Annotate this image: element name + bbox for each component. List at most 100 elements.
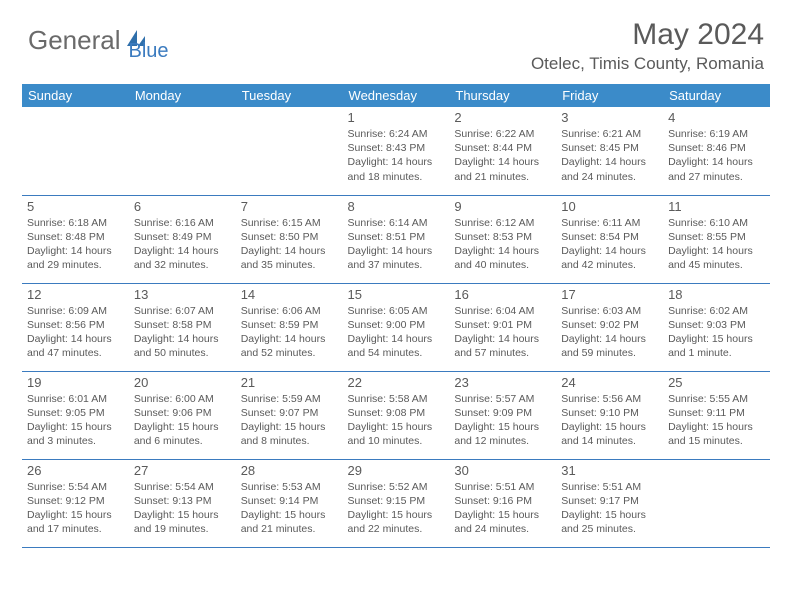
sunrise-text: Sunrise: 5:54 AM xyxy=(134,480,231,494)
day-cell: 6 Sunrise: 6:16 AMSunset: 8:49 PMDaylight… xyxy=(129,195,236,283)
day-cell: 15Sunrise: 6:05 AMSunset: 9:00 PMDayligh… xyxy=(343,283,450,371)
day-info: Sunrise: 6:07 AMSunset: 8:58 PMDaylight:… xyxy=(134,304,231,361)
daylight-text: Daylight: 15 hours and 15 minutes. xyxy=(668,420,765,448)
sunrise-text: Sunrise: 5:51 AM xyxy=(454,480,551,494)
daylight-text: Daylight: 15 hours and 12 minutes. xyxy=(454,420,551,448)
sunset-text: Sunset: 9:10 PM xyxy=(561,406,658,420)
sunrise-text: Sunrise: 6:16 AM xyxy=(134,216,231,230)
sunrise-text: Sunrise: 6:11 AM xyxy=(561,216,658,230)
day-info: Sunrise: 6:12 AMSunset: 8:53 PMDaylight:… xyxy=(454,216,551,273)
dow-header: Monday xyxy=(129,84,236,107)
sunset-text: Sunset: 9:08 PM xyxy=(348,406,445,420)
day-cell: 21Sunrise: 5:59 AMSunset: 9:07 PMDayligh… xyxy=(236,371,343,459)
location: Otelec, Timis County, Romania xyxy=(531,54,764,74)
day-number: 11 xyxy=(668,199,765,214)
sunrise-text: Sunrise: 6:21 AM xyxy=(561,127,658,141)
day-cell: 26Sunrise: 5:54 AMSunset: 9:12 PMDayligh… xyxy=(22,459,129,547)
sunset-text: Sunset: 9:16 PM xyxy=(454,494,551,508)
daylight-text: Daylight: 14 hours and 40 minutes. xyxy=(454,244,551,272)
day-cell: 10Sunrise: 6:11 AMSunset: 8:54 PMDayligh… xyxy=(556,195,663,283)
sunset-text: Sunset: 9:06 PM xyxy=(134,406,231,420)
day-number: 6 xyxy=(134,199,231,214)
day-cell: 7Sunrise: 6:15 AMSunset: 8:50 PMDaylight… xyxy=(236,195,343,283)
sunset-text: Sunset: 8:58 PM xyxy=(134,318,231,332)
day-number: 29 xyxy=(348,463,445,478)
sunset-text: Sunset: 8:48 PM xyxy=(27,230,124,244)
day-info: Sunrise: 5:54 AMSunset: 9:13 PMDaylight:… xyxy=(134,480,231,537)
day-cell: 13 Sunrise: 6:07 AMSunset: 8:58 PMDayligh… xyxy=(129,283,236,371)
sunrise-text: Sunrise: 6:09 AM xyxy=(27,304,124,318)
sunrise-text: Sunrise: 6:18 AM xyxy=(27,216,124,230)
day-info: Sunrise: 5:51 AMSunset: 9:17 PMDaylight:… xyxy=(561,480,658,537)
day-info: Sunrise: 6:01 AMSunset: 9:05 PMDaylight:… xyxy=(27,392,124,449)
day-number: 4 xyxy=(668,110,765,125)
calendar-table: SundayMondayTuesdayWednesdayThursdayFrid… xyxy=(22,84,770,548)
sunrise-text: Sunrise: 6:12 AM xyxy=(454,216,551,230)
sunrise-text: Sunrise: 6:04 AM xyxy=(454,304,551,318)
day-info: Sunrise: 6:00 AMSunset: 9:06 PMDaylight:… xyxy=(134,392,231,449)
daylight-text: Daylight: 15 hours and 14 minutes. xyxy=(561,420,658,448)
day-number: 13 xyxy=(134,287,231,302)
sunrise-text: Sunrise: 6:01 AM xyxy=(27,392,124,406)
day-number: 22 xyxy=(348,375,445,390)
day-cell xyxy=(236,107,343,195)
sunset-text: Sunset: 9:02 PM xyxy=(561,318,658,332)
sunset-text: Sunset: 9:13 PM xyxy=(134,494,231,508)
day-info: Sunrise: 6:21 AMSunset: 8:45 PMDaylight:… xyxy=(561,127,658,184)
dow-header: Thursday xyxy=(449,84,556,107)
day-cell: 11Sunrise: 6:10 AMSunset: 8:55 PMDayligh… xyxy=(663,195,770,283)
daylight-text: Daylight: 14 hours and 29 minutes. xyxy=(27,244,124,272)
sunset-text: Sunset: 8:44 PM xyxy=(454,141,551,155)
day-cell: 20 Sunrise: 6:00 AMSunset: 9:06 PMDayligh… xyxy=(129,371,236,459)
sunset-text: Sunset: 9:17 PM xyxy=(561,494,658,508)
day-cell: 8Sunrise: 6:14 AMSunset: 8:51 PMDaylight… xyxy=(343,195,450,283)
day-info: Sunrise: 6:11 AMSunset: 8:54 PMDaylight:… xyxy=(561,216,658,273)
sunrise-text: Sunrise: 6:24 AM xyxy=(348,127,445,141)
week-row: 26Sunrise: 5:54 AMSunset: 9:12 PMDayligh… xyxy=(22,459,770,547)
sunrise-text: Sunrise: 5:52 AM xyxy=(348,480,445,494)
day-cell: 14Sunrise: 6:06 AMSunset: 8:59 PMDayligh… xyxy=(236,283,343,371)
day-number: 17 xyxy=(561,287,658,302)
day-info: Sunrise: 5:59 AMSunset: 9:07 PMDaylight:… xyxy=(241,392,338,449)
day-cell xyxy=(663,459,770,547)
day-number: 24 xyxy=(561,375,658,390)
day-info: Sunrise: 5:56 AMSunset: 9:10 PMDaylight:… xyxy=(561,392,658,449)
day-info: Sunrise: 5:53 AMSunset: 9:14 PMDaylight:… xyxy=(241,480,338,537)
day-info: Sunrise: 5:54 AMSunset: 9:12 PMDaylight:… xyxy=(27,480,124,537)
day-info: Sunrise: 6:24 AMSunset: 8:43 PMDaylight:… xyxy=(348,127,445,184)
dow-header: Saturday xyxy=(663,84,770,107)
month-title: May 2024 xyxy=(531,18,764,52)
daylight-text: Daylight: 14 hours and 32 minutes. xyxy=(134,244,231,272)
day-info: Sunrise: 5:57 AMSunset: 9:09 PMDaylight:… xyxy=(454,392,551,449)
day-info: Sunrise: 6:04 AMSunset: 9:01 PMDaylight:… xyxy=(454,304,551,361)
day-info: Sunrise: 6:18 AMSunset: 8:48 PMDaylight:… xyxy=(27,216,124,273)
dow-header: Tuesday xyxy=(236,84,343,107)
sunset-text: Sunset: 9:15 PM xyxy=(348,494,445,508)
sunset-text: Sunset: 9:11 PM xyxy=(668,406,765,420)
day-number: 16 xyxy=(454,287,551,302)
sunset-text: Sunset: 8:50 PM xyxy=(241,230,338,244)
day-number: 7 xyxy=(241,199,338,214)
sunrise-text: Sunrise: 5:59 AM xyxy=(241,392,338,406)
sunset-text: Sunset: 9:07 PM xyxy=(241,406,338,420)
day-info: Sunrise: 5:52 AMSunset: 9:15 PMDaylight:… xyxy=(348,480,445,537)
day-number: 20 xyxy=(134,375,231,390)
day-cell: 9 Sunrise: 6:12 AMSunset: 8:53 PMDaylight… xyxy=(449,195,556,283)
daylight-text: Daylight: 15 hours and 17 minutes. xyxy=(27,508,124,536)
daylight-text: Daylight: 14 hours and 57 minutes. xyxy=(454,332,551,360)
day-cell: 18Sunrise: 6:02 AMSunset: 9:03 PMDayligh… xyxy=(663,283,770,371)
daylight-text: Daylight: 15 hours and 10 minutes. xyxy=(348,420,445,448)
sunset-text: Sunset: 8:59 PM xyxy=(241,318,338,332)
daylight-text: Daylight: 15 hours and 22 minutes. xyxy=(348,508,445,536)
sunset-text: Sunset: 9:00 PM xyxy=(348,318,445,332)
day-number: 31 xyxy=(561,463,658,478)
daylight-text: Daylight: 15 hours and 8 minutes. xyxy=(241,420,338,448)
sunset-text: Sunset: 8:51 PM xyxy=(348,230,445,244)
sunrise-text: Sunrise: 5:51 AM xyxy=(561,480,658,494)
day-number: 15 xyxy=(348,287,445,302)
day-number: 9 xyxy=(454,199,551,214)
dow-header: Sunday xyxy=(22,84,129,107)
sunset-text: Sunset: 8:54 PM xyxy=(561,230,658,244)
day-info: Sunrise: 6:16 AMSunset: 8:49 PMDaylight:… xyxy=(134,216,231,273)
sunrise-text: Sunrise: 6:05 AM xyxy=(348,304,445,318)
